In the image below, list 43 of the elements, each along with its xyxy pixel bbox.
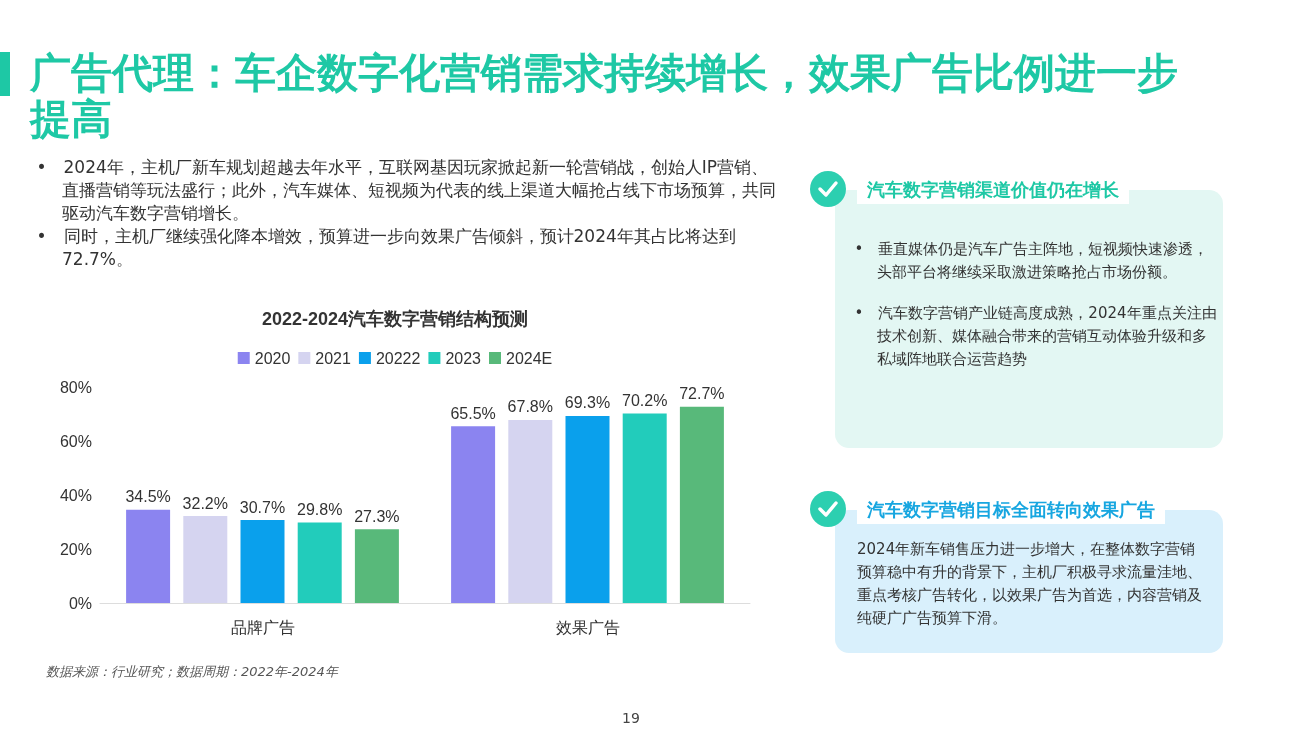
y-tick-label: 40% (59, 486, 92, 504)
legend-label: 2023 (445, 349, 482, 367)
bar (183, 516, 228, 603)
data-label: 65.5% (450, 404, 496, 422)
text: • 2024年，主机厂新车规划超越去年水平，互联网基因玩家掀起新一轮营销战，创始人IP营销、直播营销等玩法盛行；此外，汽车媒体、短视频为代表的线上渠道大幅抢占线下市场预算，共同驱动汽车数字营销增长。 (36, 156, 777, 225)
bar (679, 406, 724, 603)
x-tick-label: 品牌广告 (230, 618, 295, 636)
bar (354, 529, 399, 603)
bar (126, 509, 171, 603)
data-label: 30.7% (239, 498, 286, 516)
bar (451, 426, 496, 603)
text: • 垂直媒体仍是汽车广告主阵地，短视频快速渗透，头部平台将继续采取激进策略抢占市场份额。 (854, 239, 1210, 283)
text: • 同时，主机厂继续强化降本增效，预算进一步向效果广告倾斜，预计2024年其占比将达到72.7%。 (36, 225, 737, 271)
bar (508, 419, 553, 603)
text: 广告代理：车企数字化营销需求持续增长，效果广告比例进一步提高 (30, 49, 1179, 143)
source-note: 数据来源：行业研究；数据周期：2022年-2024年 (46, 663, 338, 681)
data-label: 67.8% (507, 398, 553, 416)
y-tick-label: 20% (59, 540, 92, 558)
legend-label: 20222 (375, 349, 421, 367)
data-label: 29.8% (297, 501, 343, 519)
bar (622, 413, 667, 603)
x-tick-label: 效果广告 (555, 618, 620, 636)
legend-label: 2020 (254, 349, 291, 367)
chart-title: 2022-2024汽车数字营销结构预测 (261, 309, 529, 329)
y-tick-label: 80% (59, 378, 92, 396)
text: 汽车数字营销目标全面转向效果广告 (857, 496, 1165, 524)
y-tick-label: 60% (59, 432, 92, 450)
y-tick-label: 0% (68, 594, 92, 612)
text: • 汽车数字营销产业链高度成熟，2024年重点关注由技术创新、媒体融合带来的营销互动体验升级和多私域阵地联合运营趋势 (854, 303, 1217, 370)
data-label: 27.3% (354, 507, 400, 525)
legend-label: 2021 (315, 349, 352, 367)
data-label: 72.7% (679, 385, 725, 403)
data-label: 32.2% (182, 494, 228, 512)
text: 2024年新车销售压力进一步增大，在整体数字营销预算稳中有升的背景下，主机厂积极寻求流量洼地、重点考核广告转化，以效果广告为首选，内容营销及纯硬广广告预算下滑。 (857, 539, 1202, 629)
bar (297, 522, 342, 603)
bar (240, 520, 285, 603)
text: 19 (622, 710, 640, 726)
legend-label: 2024E (506, 349, 553, 367)
data-label: 70.2% (622, 391, 668, 409)
data-label: 34.5% (125, 488, 171, 506)
text: 汽车数字营销渠道价值仍在增长 (857, 176, 1129, 204)
bar (565, 415, 610, 603)
data-label: 69.3% (564, 394, 611, 412)
